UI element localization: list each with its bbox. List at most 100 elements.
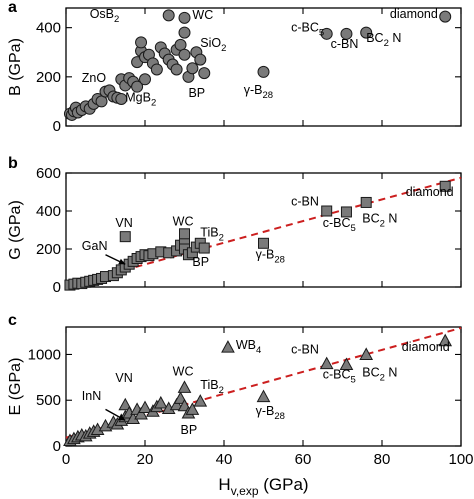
data-point <box>439 10 452 23</box>
point-label: VN <box>115 216 132 230</box>
point-label: c-BC5 <box>323 216 356 234</box>
point-label: γ-B28 <box>256 404 285 422</box>
panel-b: b 0 200 400 600 G (GPa) VN GaN WC TiB2 BP γ-B28 c-BN… <box>7 155 462 296</box>
point-label: γ-B28 <box>256 248 285 266</box>
y-axis-label: B (GPa) <box>7 38 24 96</box>
point-label: MgB2 <box>125 90 156 108</box>
data-point <box>319 356 334 370</box>
point-label: BC2 N <box>362 211 397 229</box>
x-axis-label: Hv,exp (GPa) <box>218 475 308 498</box>
data-point <box>198 242 210 254</box>
y-tick-label: 500 <box>36 392 61 409</box>
x-tick-label: 0 <box>62 451 70 468</box>
data-point <box>439 180 451 192</box>
point-label: c-BN <box>291 343 319 357</box>
data-point <box>169 397 184 411</box>
arrow-head <box>118 258 126 265</box>
data-point <box>198 67 211 80</box>
panel-letter: b <box>8 155 18 172</box>
point-label: TiB2 <box>200 378 224 396</box>
x-tick-label: 80 <box>374 451 391 468</box>
data-point <box>320 27 333 40</box>
y-tick-label: 0 <box>53 438 61 455</box>
data-point <box>438 333 453 347</box>
x-tick-label: 100 <box>448 451 473 468</box>
data-point <box>177 380 192 393</box>
point-label: BP <box>192 255 209 269</box>
x-tick-label: 60 <box>295 451 312 468</box>
point-label: diamond <box>406 185 454 199</box>
data-point <box>359 347 374 360</box>
point-label: SiO2 <box>200 36 226 54</box>
data-point <box>131 80 144 93</box>
y-tick-label: 200 <box>36 241 61 258</box>
plot-frame <box>65 172 462 288</box>
arrow-head <box>118 414 126 421</box>
fit-line <box>65 326 462 439</box>
point-label: WC <box>173 365 194 379</box>
data-point <box>134 406 148 420</box>
point-label: OsB2 <box>90 7 120 25</box>
point-label: WC <box>173 214 194 228</box>
panel-letter: a <box>8 0 17 16</box>
point-label: BP <box>181 423 198 437</box>
point-label: c-BC5 <box>291 20 324 38</box>
data-point <box>178 11 191 24</box>
point-label: BP <box>188 86 205 100</box>
point-label: ZnO <box>82 71 107 85</box>
point-label: InN <box>82 389 101 403</box>
point-label: WC <box>192 8 213 22</box>
data-point <box>119 231 131 243</box>
fit-line <box>65 176 462 288</box>
x-tick-label: 40 <box>216 451 233 468</box>
y-axis-label: G (GPa) <box>7 200 24 260</box>
y-tick-label: 400 <box>36 20 61 37</box>
data-point <box>256 389 271 403</box>
data-point <box>153 395 168 409</box>
data-point <box>170 63 183 76</box>
y-tick-label: 400 <box>36 203 61 220</box>
point-label: BC2 N <box>366 31 401 49</box>
data-point <box>150 63 163 76</box>
point-label: GaN <box>82 239 108 253</box>
point-label: diamond <box>390 7 438 21</box>
data-point <box>162 9 175 22</box>
y-tick-label: 1000 <box>28 346 61 363</box>
point-label: c-BN <box>291 194 319 208</box>
y-tick-label: 200 <box>36 69 61 86</box>
point-label: diamond <box>402 340 450 354</box>
data-point <box>360 196 372 208</box>
data-point <box>178 26 191 39</box>
data-point <box>185 402 200 415</box>
plot-frame <box>65 326 462 447</box>
y-axis-label: E (GPa) <box>7 358 24 416</box>
data-point <box>194 53 207 66</box>
x-tick-label: 20 <box>137 451 154 468</box>
point-label: TiB2 <box>200 226 224 244</box>
data-point <box>340 206 352 218</box>
panel-a: a 0 200 400 B (GPa) OsB2 WC SiO2 ZnO MgB2 BP γ-B28 c… <box>7 0 462 135</box>
point-label: γ-B28 <box>244 83 273 101</box>
data-point <box>339 357 354 371</box>
data-point <box>186 62 199 75</box>
data-point <box>135 36 148 49</box>
panel-letter: c <box>8 312 17 329</box>
point-label: VN <box>115 371 132 385</box>
plot-frame <box>65 7 462 127</box>
point-label: BC2 N <box>362 365 397 383</box>
point-label: WB4 <box>236 338 261 356</box>
data-point <box>178 48 191 61</box>
y-tick-label: 0 <box>53 118 61 135</box>
data-point <box>138 400 152 414</box>
point-label: c-BC5 <box>323 367 356 385</box>
panel-c: c 0 500 1000 0 20 40 60 80 100 E (GPa) VN InN WC TiB2 B… <box>7 312 474 468</box>
data-point <box>360 26 373 39</box>
data-point <box>115 92 128 105</box>
data-point <box>221 340 235 353</box>
data-point <box>340 27 353 40</box>
y-tick-label: 600 <box>36 165 61 182</box>
y-tick-label: 0 <box>53 279 61 296</box>
data-point <box>257 65 270 78</box>
data-point <box>179 228 190 240</box>
